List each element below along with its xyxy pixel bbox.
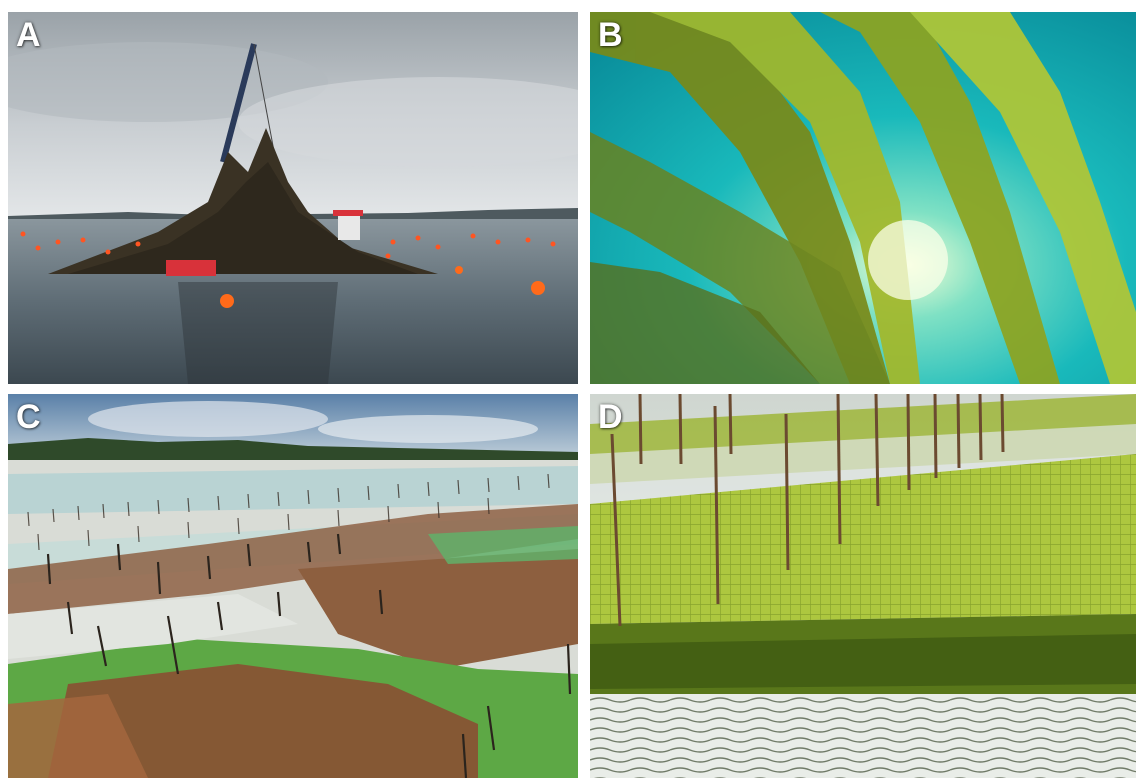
panel-c-image <box>8 394 578 778</box>
panel-a-image <box>8 12 578 384</box>
panel-b-kelp-forest-photo: B <box>590 12 1136 384</box>
panel-d-seaweed-net-cultivation-photo: D <box>590 394 1136 778</box>
panel-b-image <box>590 12 1136 384</box>
panel-c-tidal-seaweed-farm-photo: C <box>8 394 578 778</box>
panel-d-image <box>590 394 1136 778</box>
panel-a-seaweed-harvest-photo: A <box>8 12 578 384</box>
